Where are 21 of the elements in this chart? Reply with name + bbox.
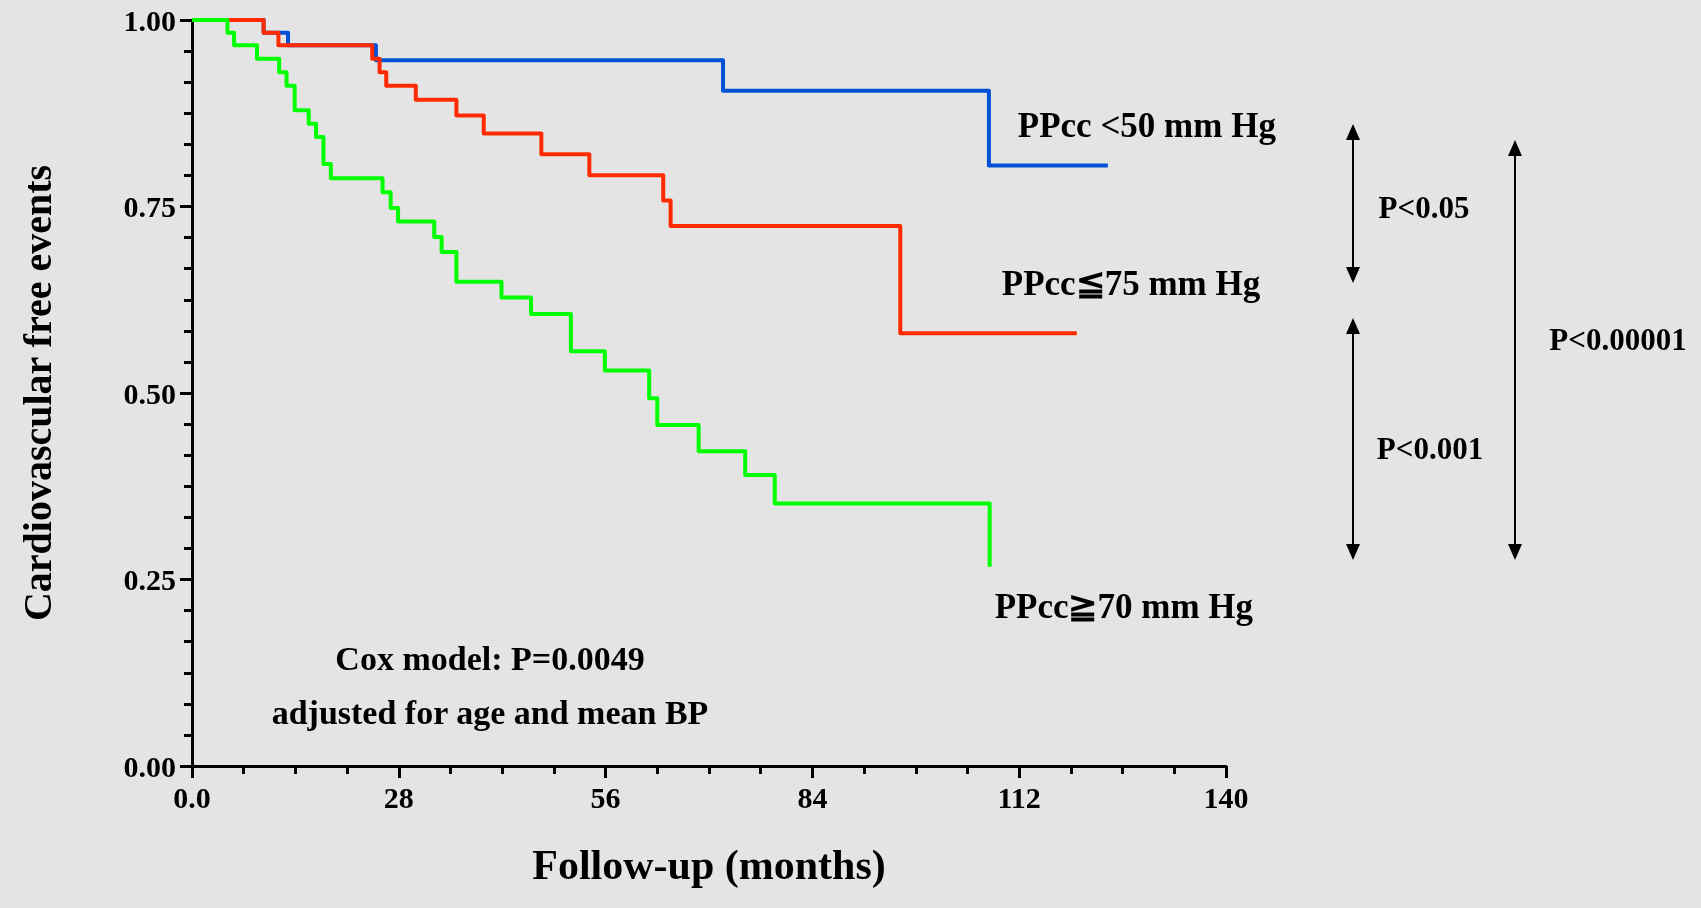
series-label: PPcc≦75 mm Hg (1001, 263, 1261, 303)
x-tick-label: 56 (590, 780, 621, 814)
y-axis-title: Cardiovascular free events (14, 164, 60, 622)
series-label: PPcc <50 mm Hg (1017, 105, 1277, 145)
x-tick-label: 112 (997, 780, 1041, 814)
y-tick-label: 0.25 (123, 563, 176, 596)
series-label: PPcc≧70 mm Hg (994, 587, 1254, 627)
x-tick-label: 0.0 (173, 780, 211, 814)
text: P<0.05 (1378, 189, 1470, 225)
y-tick-label: 1.00 (123, 3, 176, 37)
y-tick-label: 0.50 (123, 376, 176, 410)
annotation: adjusted for age and mean BP (271, 693, 709, 731)
x-axis-title: Follow-up (months) (532, 842, 886, 889)
x-tick-label: 140 (1203, 780, 1249, 814)
x-tick-label: 28 (383, 780, 414, 814)
y-tick-label: 0.75 (123, 190, 176, 223)
annotation: Cox model: P=0.0049 (335, 639, 645, 677)
text: P<0.001 (1376, 430, 1484, 466)
text: P<0.00001 (1549, 321, 1687, 357)
x-tick-label: 84 (797, 780, 828, 814)
y-tick-label: 0.00 (123, 749, 176, 783)
